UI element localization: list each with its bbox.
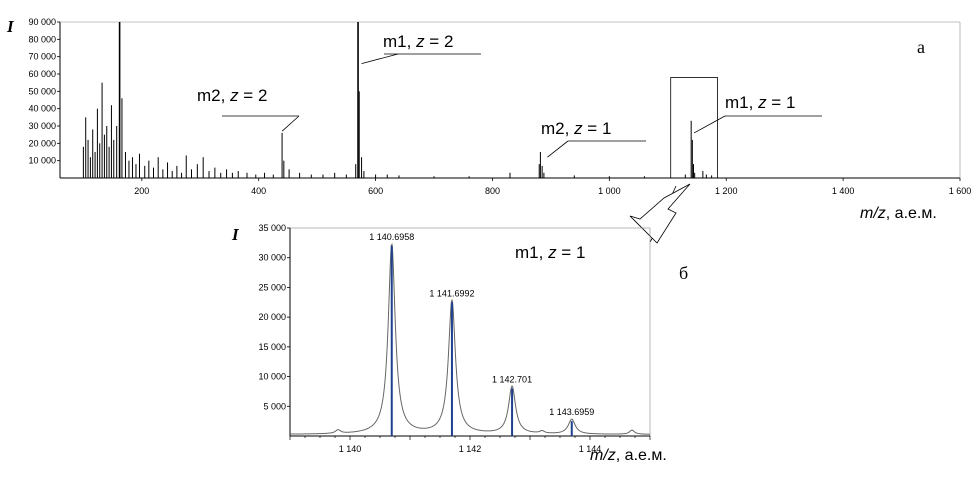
panel-a-y-ticks: 10 000 20 000 30 000 40 000 50 000 60 000 70 0…: [28, 17, 60, 166]
panel-a-zoom-rect: [670, 77, 718, 179]
panel-b-y-ticks: 5 000 10 000 15 000 20 000 25 000 30 000 35 00…: [258, 223, 290, 411]
panel-a-x-tick-label: 1 600: [949, 186, 972, 196]
panel-b-y-tick-label: 30 000: [258, 253, 286, 263]
panel-a-annotation-leader: [693, 115, 726, 134]
panel-a-x-tick-label: 400: [251, 186, 266, 196]
panel-a-x-tick-label: 1 000: [598, 186, 621, 196]
panel-b-y-tick-label: 5 000: [263, 401, 286, 411]
panel-b-title-name: m1: [515, 243, 539, 262]
panel-a-annotation-text: m2, z = 2: [197, 86, 267, 105]
panel-b-x-tick-label: 1 142: [459, 444, 482, 454]
panel-b-x-tick-label: 1 144: [579, 444, 602, 454]
panel-a-annotation-name: m1: [383, 32, 407, 51]
panel-a-annotation-sep: ,: [221, 86, 230, 105]
panel-b-y-tick-label: 25 000: [258, 282, 286, 292]
panel-b-x-var: m/z: [590, 447, 616, 464]
panel-a-annotation: m2, z = 1: [541, 119, 646, 158]
panel-a-annotation-eq: =: [425, 32, 444, 51]
panel-a-annotation-z: 2: [258, 86, 267, 105]
panel-a-y-tick-label: 30 000: [28, 121, 56, 131]
panel-b-y-label: I: [231, 225, 240, 244]
panel-a-annotation: m1, z = 2: [361, 32, 481, 64]
panel-b-peak-label: 1 142.701: [492, 374, 532, 384]
panel-b: I 5 000 10 000 15 000 20 000 25 000 30 000 35 …: [231, 223, 688, 464]
panel-a-peaks: [82, 22, 713, 178]
panel-a-annotation-eq: =: [239, 86, 258, 105]
panel-a-annotation-sep: ,: [407, 32, 416, 51]
panel-a-x-tick-label: 1 400: [832, 186, 855, 196]
panel-a-y-label: I: [6, 17, 15, 36]
panel-a-y-tick-label: 40 000: [28, 104, 56, 114]
panel-b-y-tick-label: 35 000: [258, 223, 286, 233]
panel-a-x-unit: , а.е.м.: [886, 205, 937, 222]
panel-a-y-tick-label: 10 000: [28, 156, 56, 166]
panel-a-x-tick-label: 200: [134, 186, 149, 196]
panel-a-annotations: m1, z = 2m2, z = 2m2, z = 1m1, z = 1: [197, 32, 822, 158]
panel-a-annotation-sep: ,: [749, 93, 758, 112]
panel-a-annotation-text: m2, z = 1: [541, 119, 611, 138]
panel-a-y-tick-label: 80 000: [28, 34, 56, 44]
panel-a-annotation-z-var: z: [573, 119, 583, 138]
panel-b-centroids: 1 140.6958 1 141.6992 1 142.701 1 143.6959: [369, 232, 594, 436]
panel-a-annotation-z: 2: [444, 32, 453, 51]
panel-a-annotation-z-var: z: [415, 32, 425, 51]
panel-a-y-tick-label: 60 000: [28, 69, 56, 79]
panel-b-title-z-var: z: [547, 243, 557, 262]
panel-a-annotation-z-var: z: [229, 86, 239, 105]
panel-a-x-tick-label: 800: [485, 186, 500, 196]
panel-a-y-tick-label: 50 000: [28, 86, 56, 96]
zoom-arrow: [629, 183, 691, 244]
panel-a-annotation: m2, z = 2: [197, 86, 300, 132]
panel-a-y-tick-label: 70 000: [28, 52, 56, 62]
panel-a-annotation-name: m2: [541, 119, 565, 138]
panel-b-x-ticks: 1 140 1 142 1 144: [289, 436, 651, 454]
panel-b-x-axis-label: m/z, а.е.м.: [590, 447, 667, 464]
panel-a-y-tick-label: 20 000: [28, 138, 56, 148]
panel-b-title-sep: ,: [539, 243, 548, 262]
panel-a-x-ticks: 200 400 600 800 1 000 1 200 1 400 1 600: [134, 178, 971, 196]
panel-a-annotation-leader: [361, 53, 399, 64]
panel-b-x-tick-label: 1 140: [339, 444, 362, 454]
panel-b-title-eq: =: [557, 243, 576, 262]
panel-a-zoom-box: [670, 77, 718, 179]
panel-a-annotation-eq: =: [767, 93, 786, 112]
panel-b-title: m1, z = 1: [515, 243, 585, 262]
panel-a-y-tick-label: 90 000: [28, 17, 56, 27]
panel-a-frame: [59, 21, 961, 179]
panel-b-peak-label: 1 141.6992: [429, 288, 474, 298]
panel-a-annotation-sep: ,: [565, 119, 574, 138]
panel-b-y-tick-label: 15 000: [258, 342, 286, 352]
panel-b-y-tick-label: 20 000: [258, 312, 286, 322]
panel-a-annotation-text: m1, z = 2: [383, 32, 453, 51]
panel-a-x-axis-label: m/z, а.е.м.: [860, 205, 937, 222]
panel-b-y-tick-label: 10 000: [258, 372, 286, 382]
panel-a-corner-label: а: [917, 37, 925, 57]
panel-a-annotation-leader: [547, 140, 569, 158]
panel-b-x-unit: , а.е.м.: [616, 447, 667, 464]
panel-a-x-var: m/z: [860, 205, 886, 222]
panel-b-peak-label: 1 140.6958: [369, 232, 414, 242]
panel-a-annotation-name: m1: [725, 93, 749, 112]
panel-b-frame: [289, 227, 651, 437]
panel-a-annotation-z: 1: [786, 93, 795, 112]
panel-b-peak-label: 1 143.6959: [549, 407, 594, 417]
panel-a-annotation-leader: [281, 115, 300, 132]
panel-a-x-tick-label: 600: [368, 186, 383, 196]
panel-a-annotation-name: m2: [197, 86, 221, 105]
panel-a-annotation-z: 1: [602, 119, 611, 138]
panel-b-corner-label: б: [679, 263, 688, 283]
panel-b-title-z: 1: [576, 243, 585, 262]
panel-a-annotation-z-var: z: [757, 93, 767, 112]
panel-a-annotation-text: m1, z = 1: [725, 93, 795, 112]
panel-b-profile-curve: [289, 243, 651, 435]
panel-a-x-tick-label: 1 200: [715, 186, 738, 196]
panel-a-annotation-eq: =: [583, 119, 602, 138]
panel-a-annotation: m1, z = 1: [693, 93, 822, 134]
panel-a: I 10 000 20 000 30 000 40 000 50 000 60 000 70…: [6, 17, 971, 222]
